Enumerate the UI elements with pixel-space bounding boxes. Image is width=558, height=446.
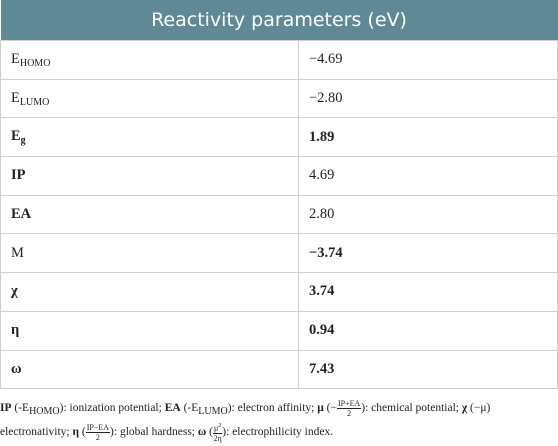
numerator: IP−EA [85, 422, 111, 433]
footnote-text: ( [206, 426, 213, 438]
label-cell: Μ [0, 233, 299, 274]
value-cell: 3.74 [298, 272, 558, 312]
denominator: 2η [213, 433, 222, 443]
table-row: EHOMO −4.69 [0, 40, 558, 80]
value-cell: 4.69 [298, 156, 558, 196]
table-row: ELUMO −2.80 [0, 78, 558, 119]
label-subscript: g [20, 135, 26, 147]
label: Μ [11, 244, 24, 261]
superscript: 2 [218, 423, 222, 430]
label: χ [11, 283, 18, 300]
footnote-text: EA [164, 402, 181, 414]
fraction: IP+EA 2 [336, 398, 362, 418]
footnote-text: LUMO [198, 406, 228, 417]
label-cell: ELUMO [0, 78, 299, 119]
value-cell: −4.69 [298, 40, 558, 80]
label: E [11, 89, 20, 106]
footnote-text: ( [79, 426, 86, 438]
footnote-text: (−μ) electronativity; [0, 402, 491, 438]
value: −3.74 [309, 244, 343, 261]
value-cell: −2.80 [298, 78, 558, 119]
table-row: ω 7.43 [0, 349, 558, 390]
fraction: μ2 2η [213, 422, 223, 443]
table-row: η 0.94 [0, 310, 558, 351]
table-row: EA 2.80 [0, 194, 558, 235]
value: 1.89 [309, 128, 335, 145]
footnote: IP (-EHOMO): ionization potential; EA (-… [0, 398, 552, 443]
label: E [11, 128, 21, 145]
value: −2.80 [309, 90, 343, 107]
label: η [11, 322, 20, 339]
footnote-text: (-E [11, 402, 30, 414]
fraction: IP−EA 2 [85, 422, 111, 442]
value: 0.94 [309, 322, 335, 339]
label: EA [11, 206, 32, 223]
numerator: μ2 [213, 423, 223, 434]
value: 3.74 [309, 283, 335, 300]
value: 2.80 [309, 206, 335, 223]
footnote-text: ): chemical potential; [361, 402, 462, 414]
table-title: Reactivity parameters (eV) [0, 0, 558, 41]
value-cell: 0.94 [298, 310, 558, 351]
footnote-text: (− [323, 402, 337, 414]
value: 4.69 [309, 167, 335, 184]
footnote-text: (-E [180, 402, 199, 414]
footnote-text: ): electrophilicity index. [222, 426, 334, 438]
table-row: IP 4.69 [0, 156, 558, 196]
denominator: 2 [95, 432, 100, 442]
value-cell: 7.43 [298, 349, 558, 390]
label-cell: EHOMO [0, 40, 299, 80]
footnote-text: ): ionization potential; [59, 402, 165, 414]
label: E [11, 50, 20, 67]
value-cell: 2.80 [298, 194, 558, 235]
parameter-table: Reactivity parameters (eV) EHOMO −4.69 ELU… [0, 0, 558, 390]
footnote-text: ω [197, 426, 207, 438]
label-cell: ω [0, 349, 299, 390]
label-subscript: LUMO [19, 96, 50, 108]
table-row: Μ −3.74 [0, 233, 558, 274]
footnote-text: ): electron affinity; [227, 402, 318, 414]
label-cell: IP [0, 156, 299, 196]
value-cell: −3.74 [298, 233, 558, 274]
footnote-text: ): global hardness; [110, 426, 198, 438]
label-cell: Eg [0, 117, 299, 158]
footnote-text: η [72, 426, 80, 438]
table-row: χ 3.74 [0, 272, 558, 312]
numerator: IP+EA [336, 398, 362, 409]
label: IP [11, 167, 26, 184]
footnote-text: χ [461, 402, 468, 414]
footnote-text: μ [317, 402, 324, 414]
denominator: 2 [347, 408, 352, 418]
label-cell: χ [0, 272, 299, 312]
value: −4.69 [309, 51, 343, 68]
label-cell: η [0, 310, 299, 351]
footnote-text: IP [0, 402, 12, 414]
value-cell: 1.89 [298, 117, 558, 158]
label-subscript: HOMO [19, 57, 51, 69]
footnote-text: HOMO [29, 406, 60, 417]
label-cell: EA [0, 194, 299, 235]
value: 7.43 [309, 360, 335, 377]
table-row: Eg 1.89 [0, 117, 558, 158]
label: ω [11, 360, 22, 377]
